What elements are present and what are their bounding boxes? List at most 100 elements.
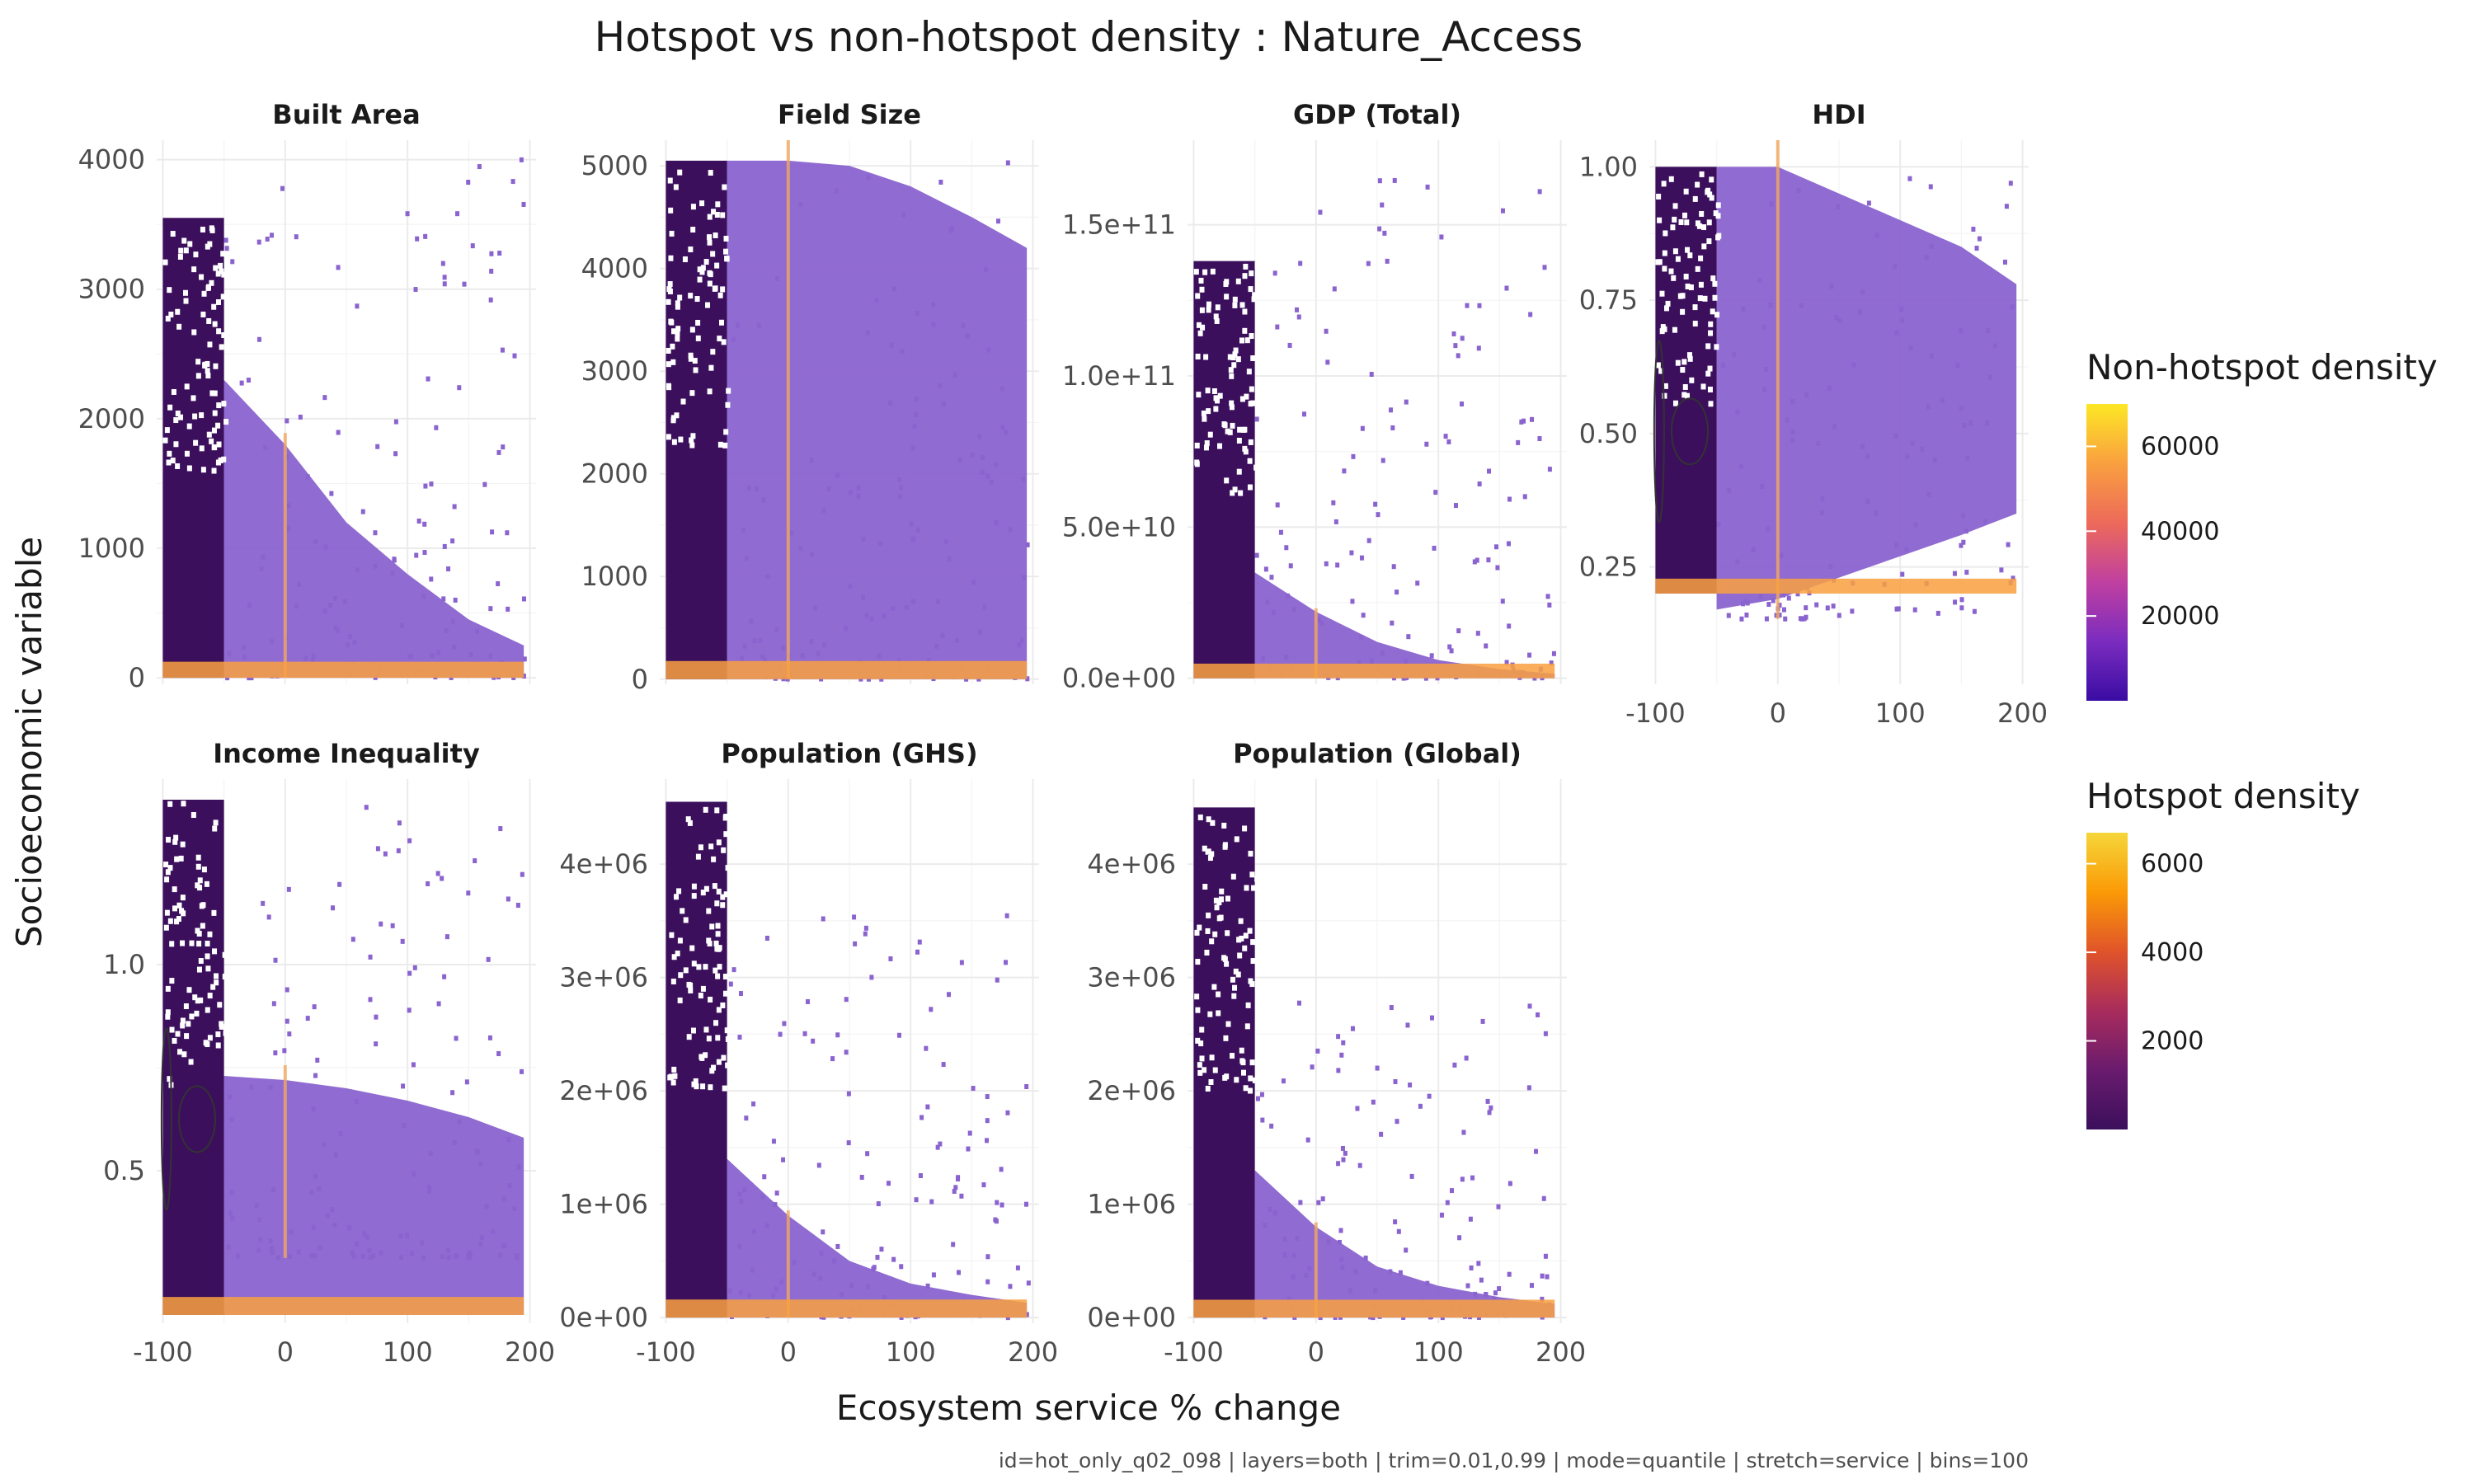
empty-bin (195, 998, 200, 1004)
y-tick-label: 2e+06 (559, 1075, 648, 1106)
x-tick-label: -100 (636, 1336, 696, 1368)
outlier-bin (282, 1048, 287, 1054)
empty-bin (715, 931, 721, 937)
outlier-bin (1896, 606, 1901, 612)
empty-bin (1199, 1026, 1205, 1033)
outlier-bin (1477, 303, 1482, 308)
outlier-bin (1549, 660, 1554, 666)
y-tick-label: 3000 (581, 355, 648, 387)
outlier-bin (1295, 307, 1300, 312)
empty-bin (199, 445, 205, 452)
zero-change-density-ridge (283, 1065, 287, 1258)
empty-bin (668, 207, 674, 214)
outlier-bin (1015, 1265, 1020, 1270)
empty-bin (1675, 359, 1681, 366)
empty-bin (666, 286, 672, 293)
outlier-bin (1024, 1084, 1029, 1090)
outlier-bin (1369, 372, 1374, 378)
outlier-bin (489, 268, 494, 274)
empty-bin (720, 902, 726, 909)
outlier-bin (1447, 644, 1452, 650)
empty-bin (206, 317, 212, 324)
outlier-bin (1259, 1092, 1264, 1097)
empty-bin (1202, 269, 1208, 275)
empty-bin (212, 948, 218, 955)
empty-bin (1238, 918, 1244, 924)
empty-bin (1247, 928, 1253, 934)
outlier-bin (1781, 607, 1786, 613)
outlier-bin (1804, 605, 1808, 611)
empty-bin (1240, 1059, 1246, 1066)
facet-strip-label: HDI (1812, 99, 1865, 130)
outlier-bin (959, 1193, 964, 1199)
empty-bin (1231, 993, 1237, 999)
empty-bin (1709, 176, 1714, 183)
outlier-bin (863, 925, 868, 931)
outlier-bin (426, 376, 430, 382)
outlier-bin (411, 1062, 416, 1068)
y-tick-label: 1.0e+11 (1062, 360, 1176, 392)
outlier-bin (1385, 258, 1390, 264)
outlier-bin (455, 211, 460, 217)
empty-bin (190, 812, 196, 819)
empty-bin (1227, 354, 1233, 360)
x-tick-label: 0 (1308, 1336, 1324, 1368)
empty-bin (178, 855, 184, 862)
empty-bin (165, 1013, 171, 1020)
outlier-bin (1336, 1034, 1341, 1040)
empty-bin (1197, 814, 1203, 820)
outlier-bin (1366, 261, 1371, 266)
empty-bin (720, 212, 726, 218)
empty-bin (1254, 262, 1260, 269)
empty-bin (169, 978, 175, 984)
outlier-bin (1393, 1078, 1398, 1084)
empty-bin (1687, 252, 1693, 259)
outlier-bin (305, 1016, 310, 1021)
empty-bin (1245, 1002, 1251, 1008)
empty-bin (180, 940, 186, 946)
outlier-bin (1953, 599, 1958, 605)
empty-bin (1225, 1021, 1231, 1027)
empty-bin (1707, 386, 1713, 392)
empty-bin (1219, 888, 1225, 895)
outlier-bin (1783, 616, 1788, 622)
empty-bin (216, 402, 222, 409)
empty-bin (195, 373, 201, 379)
empty-bin (666, 434, 671, 440)
empty-bin (1195, 1007, 1201, 1013)
y-tick-label: 0e+00 (559, 1302, 648, 1333)
outlier-bin (1484, 1292, 1489, 1298)
empty-bin (1234, 1077, 1239, 1083)
outlier-bin (869, 974, 874, 980)
outlier-bin (1771, 598, 1776, 603)
outlier-bin (782, 1021, 787, 1026)
outlier-bin (1404, 399, 1409, 405)
empty-bin (175, 411, 181, 417)
y-tick-label: 4000 (581, 253, 648, 284)
empty-bin (1235, 971, 1241, 978)
empty-bin (195, 359, 201, 365)
empty-bin (1247, 1087, 1253, 1094)
outlier-bin (1961, 539, 1966, 545)
empty-bin (1202, 416, 1207, 422)
empty-bin (1206, 307, 1211, 313)
empty-bin (220, 251, 226, 257)
empty-bin (216, 441, 222, 448)
outlier-bin (1391, 564, 1396, 570)
x-tick-label: 100 (383, 1336, 433, 1368)
empty-bin (1692, 195, 1698, 202)
non-hotspot-density-area (1254, 572, 1555, 679)
outlier-bin (1379, 1131, 1384, 1137)
empty-bin (180, 895, 186, 901)
outlier-bin (1406, 634, 1411, 640)
empty-bin (711, 856, 717, 862)
empty-bin (1688, 284, 1694, 291)
empty-bin (1243, 448, 1249, 455)
empty-bin (1672, 248, 1678, 255)
outlier-bin (521, 596, 526, 602)
y-tick-label: 0 (129, 662, 145, 693)
empty-bin (1197, 1062, 1202, 1068)
empty-bin (200, 311, 206, 317)
empty-bin (723, 248, 729, 255)
empty-bin (1215, 304, 1221, 311)
